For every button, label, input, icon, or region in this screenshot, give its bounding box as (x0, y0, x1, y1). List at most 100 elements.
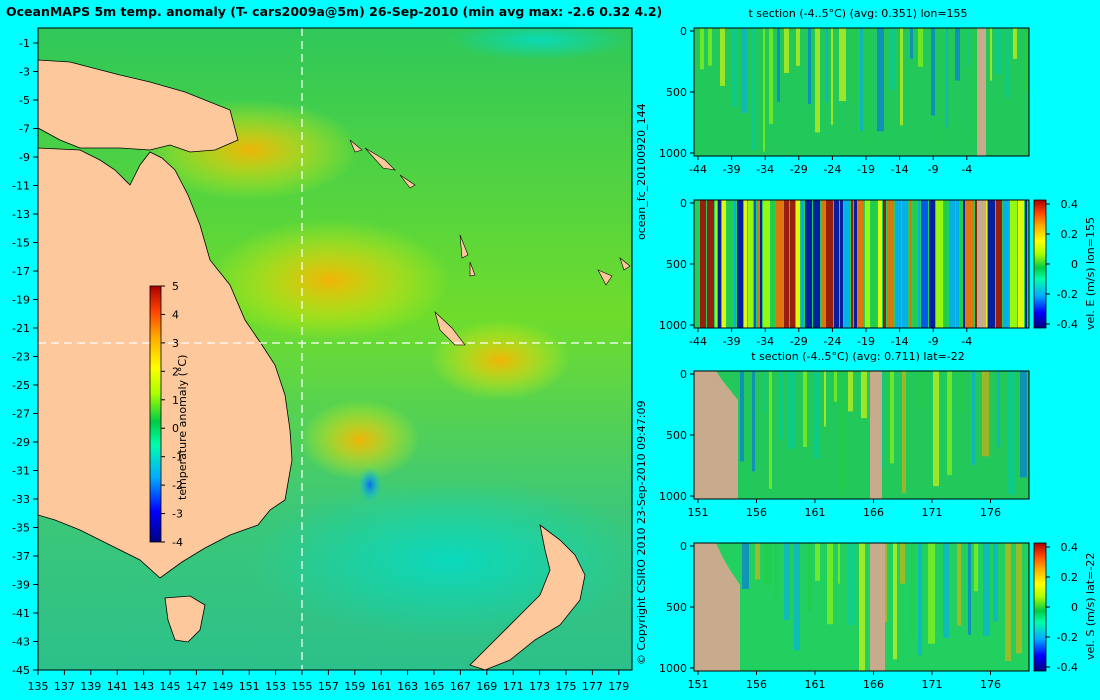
section-field-band (858, 200, 864, 328)
section-field-band (1018, 200, 1024, 328)
section-field-band (909, 371, 912, 469)
section-field-band (838, 543, 840, 584)
section-field-band (744, 200, 747, 328)
land-mask (694, 543, 740, 671)
map-y-tick-label: -27 (12, 408, 30, 421)
section-field-band (763, 200, 770, 328)
map-y-tick-label: -9 (19, 151, 30, 164)
panel-x-tick-label: 156 (746, 678, 767, 691)
section-field-band (1010, 200, 1017, 328)
vel-colorbar (1033, 542, 1047, 672)
map-y-tick-label: -41 (12, 607, 30, 620)
section-field-band (902, 371, 906, 493)
panel-x-tick-label: 156 (746, 506, 767, 519)
panel-x-tick-label: 176 (980, 506, 1001, 519)
section-field-band (913, 200, 917, 328)
section-field-band (742, 543, 749, 590)
section-field-band (928, 543, 935, 644)
section-field-band (757, 200, 759, 328)
map-x-tick-label: 157 (318, 680, 339, 693)
panel-ylabel: vel. S (m/s) lat=-22 (1084, 553, 1097, 660)
section-field-band (734, 200, 736, 328)
section-field-band (936, 200, 943, 328)
section-field-band (893, 543, 897, 660)
panel-t-section-lat: t section (-4..5°C) (avg: 0.711) lat=-22… (659, 350, 1030, 519)
section-field-band (911, 543, 914, 638)
section-field-band (878, 200, 882, 328)
section-field-band (877, 28, 884, 132)
section-field-band (921, 200, 928, 328)
map-x-tick-label: 139 (80, 680, 101, 693)
section-field-band (803, 371, 807, 448)
map-x-tick-label: 167 (450, 680, 471, 693)
section-field-band (821, 200, 825, 328)
section-field-band (740, 371, 744, 462)
panel-y-axis: 0 500 1000 (659, 197, 694, 332)
section-field-band (1005, 28, 1010, 98)
vel-colorbar-tick-label: 0.2 (1061, 571, 1079, 584)
section-field-band (900, 543, 905, 584)
panel-x-tick-label: -44 (689, 335, 707, 348)
section-field-band (967, 28, 970, 67)
panel-vel-e-section: -44 -39 -34 -29 -24 -19 -14 -9 -4 0 500 1000 0.4 0.… (659, 197, 1097, 348)
section-field-band (933, 371, 939, 487)
chart-title: OceanMAPS 5m temp. anomaly (T- cars2009a… (6, 4, 663, 19)
section-field-band (752, 371, 755, 472)
colorbar-tick-label: -2 (172, 479, 183, 492)
panel-x-tick-label: -24 (823, 163, 841, 176)
section-field-band (775, 543, 778, 602)
section-field-band (866, 28, 869, 143)
section-field-band (918, 543, 922, 656)
panel-y-tick-label: 500 (666, 86, 687, 99)
panel-y-tick-label: 0 (680, 197, 687, 210)
map-x-tick-label: 141 (107, 680, 128, 693)
land-new-guinea (37, 59, 239, 153)
map-frame (37, 27, 633, 671)
panel-x-tick-label: 166 (863, 678, 884, 691)
panel-y-axis: 0 500 1000 (659, 540, 694, 675)
panel-x-tick-label: 161 (805, 678, 826, 691)
panel-x-tick-label: -9 (928, 163, 939, 176)
map-y-tick-label: -45 (12, 664, 30, 677)
section-field-band (801, 200, 804, 328)
section-field-band (834, 371, 837, 402)
map-y-tick-label: -23 (12, 351, 30, 364)
section-field-band (813, 200, 820, 328)
vel-colorbar-tick-label: 0.4 (1061, 541, 1079, 554)
map-x-tick-label: 169 (476, 680, 497, 693)
section-field-band (763, 371, 766, 414)
section-field-band (826, 28, 828, 103)
colorbar-tick-label: 5 (172, 280, 179, 293)
map-y-tick-label: -37 (12, 550, 30, 563)
section-field-band (996, 28, 1002, 75)
colorbar-label: temperature anomaly (°C) (176, 355, 189, 500)
map-x-tick-label: 159 (344, 680, 365, 693)
section-field-band (974, 543, 978, 592)
panel-y-tick-label: 1000 (659, 662, 687, 675)
section-field-band (715, 200, 717, 328)
map-x-tick-label: 179 (608, 680, 629, 693)
section-field-band (755, 543, 760, 580)
panel-x-tick-label: -4 (961, 335, 972, 348)
panel-y-tick-label: 1000 (659, 147, 687, 160)
section-field-band (720, 28, 725, 86)
copyright-label: © Copyright CSIRO 2010 23-Sep-2010 09:47… (635, 400, 648, 665)
panel-x-tick-label: -34 (756, 163, 774, 176)
section-field-band (997, 371, 1000, 448)
panel-x-tick-label: 166 (863, 506, 884, 519)
vel-colorbar (1033, 199, 1047, 329)
section-field-band (1008, 371, 1015, 495)
section-field-band (860, 28, 863, 131)
colorbar-tick-label: 1 (172, 394, 179, 407)
section-field-band (780, 371, 784, 440)
vel-colorbar-tick-label: -0.2 (1057, 631, 1078, 644)
panel-x-tick-label: -29 (790, 335, 808, 348)
section-field-band (943, 543, 949, 638)
colorbar-tick-label: -4 (172, 536, 183, 549)
panel-x-tick-label: -24 (823, 335, 841, 348)
section-field-band (982, 371, 989, 457)
section-field-band (839, 28, 846, 101)
section-field-band (796, 200, 800, 328)
panel-ylabel: vel. E (m/s) lon=155 (1084, 217, 1097, 330)
vel-colorbar-tick-label: 0 (1071, 601, 1078, 614)
